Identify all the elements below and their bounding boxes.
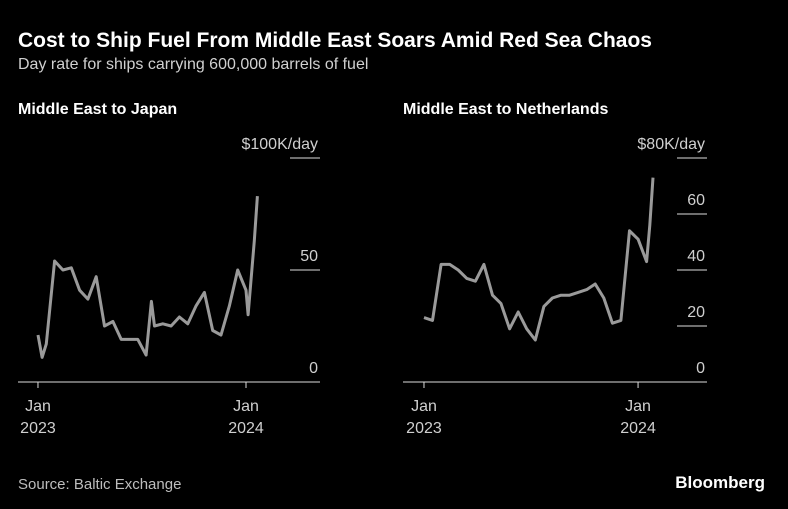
title: Cost to Ship Fuel From Middle East Soars… (18, 29, 652, 52)
x-tick-label: Jan 2023 (20, 398, 56, 437)
x-tick-label: Jan 2023 (406, 398, 442, 437)
y-tick-label: 50 (300, 248, 318, 265)
y-tick-label: 40 (687, 248, 705, 265)
y-tick-label: 0 (309, 360, 318, 377)
data-line (36, 195, 259, 359)
y-tick-label: 0 (696, 360, 705, 377)
chart-title: Middle East to Japan (18, 101, 177, 118)
data-line (423, 177, 655, 342)
x-tick-label: Jan 2024 (620, 398, 656, 437)
y-tick-label: $100K/day (241, 136, 318, 153)
chart-title: Middle East to Netherlands (403, 101, 608, 118)
y-tick-label: 20 (687, 304, 705, 321)
source: Source: Baltic Exchange (18, 476, 181, 493)
x-tick-label: Jan 2024 (228, 398, 264, 437)
y-tick-label: 60 (687, 192, 705, 209)
brand: Bloomberg (675, 473, 765, 492)
subtitle: Day rate for ships carrying 600,000 barr… (18, 56, 368, 73)
y-tick-label: $80K/day (637, 136, 705, 153)
